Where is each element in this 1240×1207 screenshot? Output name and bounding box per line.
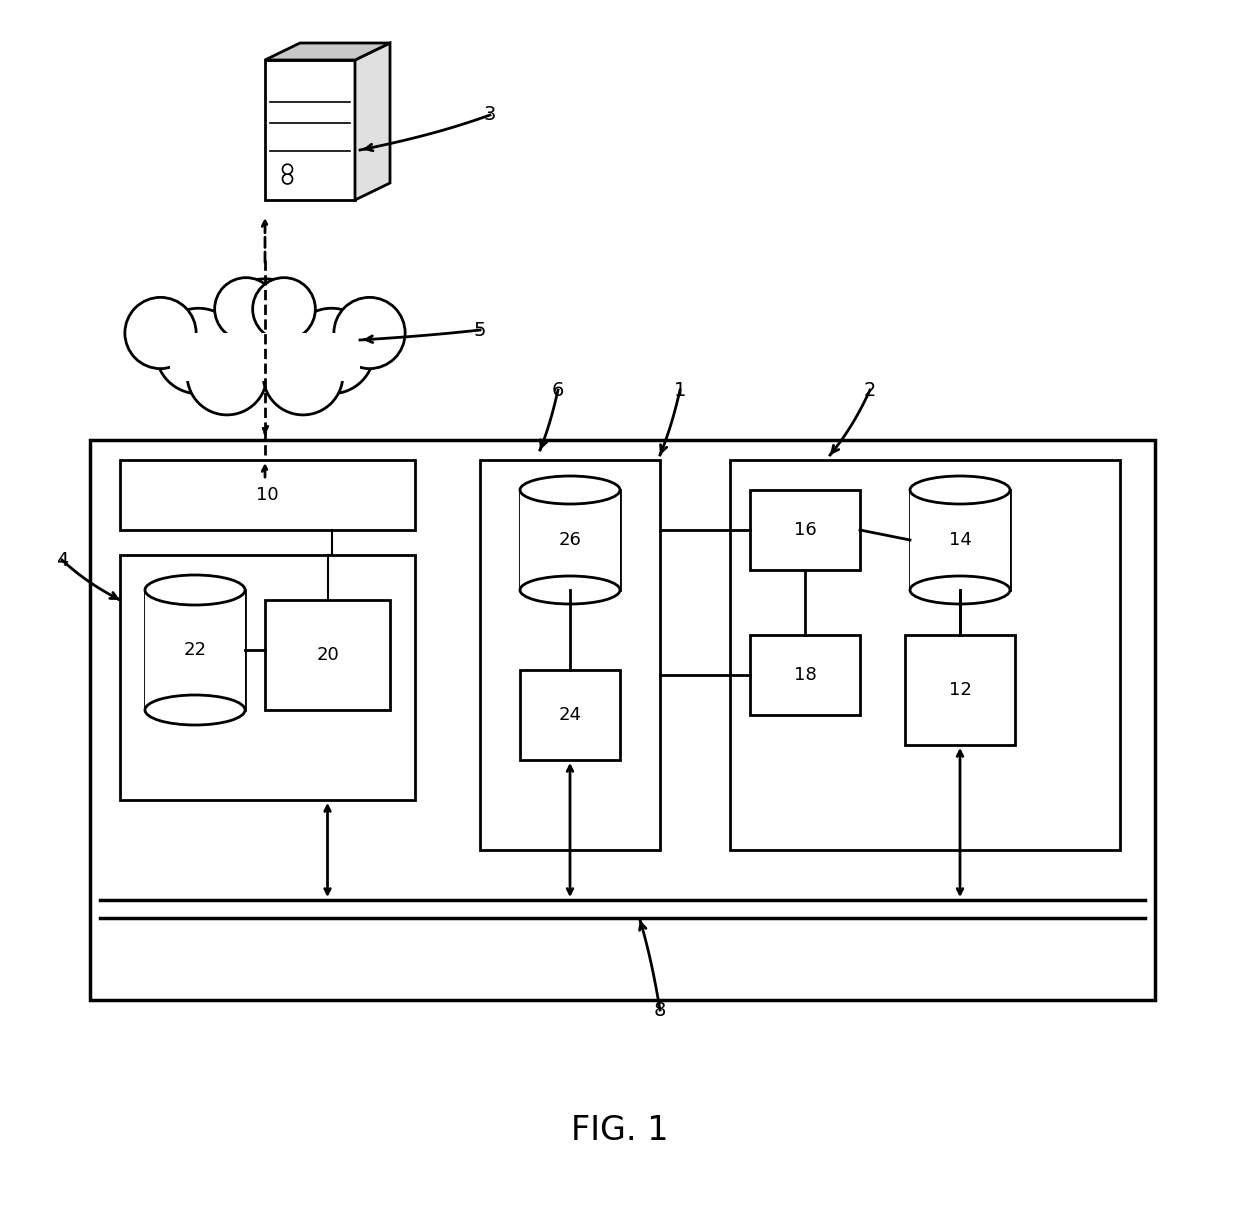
Bar [910,490,1011,590]
Polygon shape [355,43,391,200]
Bar [120,555,415,800]
Text: 2: 2 [864,380,877,400]
Text: 3: 3 [484,105,496,124]
Text: FIG. 1: FIG. 1 [572,1114,668,1147]
Bar [170,333,360,381]
Bar [120,460,415,530]
Ellipse shape [145,575,246,605]
Circle shape [334,297,405,368]
Polygon shape [265,43,391,60]
Text: 1: 1 [673,380,686,400]
Circle shape [289,308,374,393]
Ellipse shape [910,476,1011,505]
Text: 6: 6 [552,380,564,400]
Bar [520,670,620,760]
Ellipse shape [520,476,620,505]
Bar [730,460,1120,850]
Ellipse shape [910,576,1011,604]
Text: 12: 12 [949,681,971,699]
Text: 24: 24 [558,706,582,724]
Circle shape [283,174,293,183]
Circle shape [283,164,293,174]
Text: 14: 14 [949,531,971,549]
Circle shape [253,278,315,340]
Circle shape [211,279,319,387]
Text: 18: 18 [794,666,816,684]
Bar [265,60,355,200]
Text: 5: 5 [474,321,486,339]
Circle shape [215,278,278,340]
Text: 22: 22 [184,641,207,659]
Text: 4: 4 [56,550,68,570]
Bar [91,441,1154,1001]
Bar [480,460,660,850]
Text: 10: 10 [257,486,279,505]
Circle shape [187,336,267,415]
Text: 26: 26 [558,531,582,549]
Text: 8: 8 [653,1001,666,1020]
Circle shape [156,308,242,393]
Ellipse shape [145,695,246,725]
Circle shape [263,336,343,415]
Bar [905,635,1016,745]
Text: 16: 16 [794,521,816,540]
Circle shape [125,297,196,368]
Bar [750,635,861,715]
Bar [265,600,391,710]
Bar [750,490,861,570]
Bar [520,490,620,590]
Bar [145,590,246,710]
Ellipse shape [520,576,620,604]
Text: 20: 20 [316,646,339,664]
